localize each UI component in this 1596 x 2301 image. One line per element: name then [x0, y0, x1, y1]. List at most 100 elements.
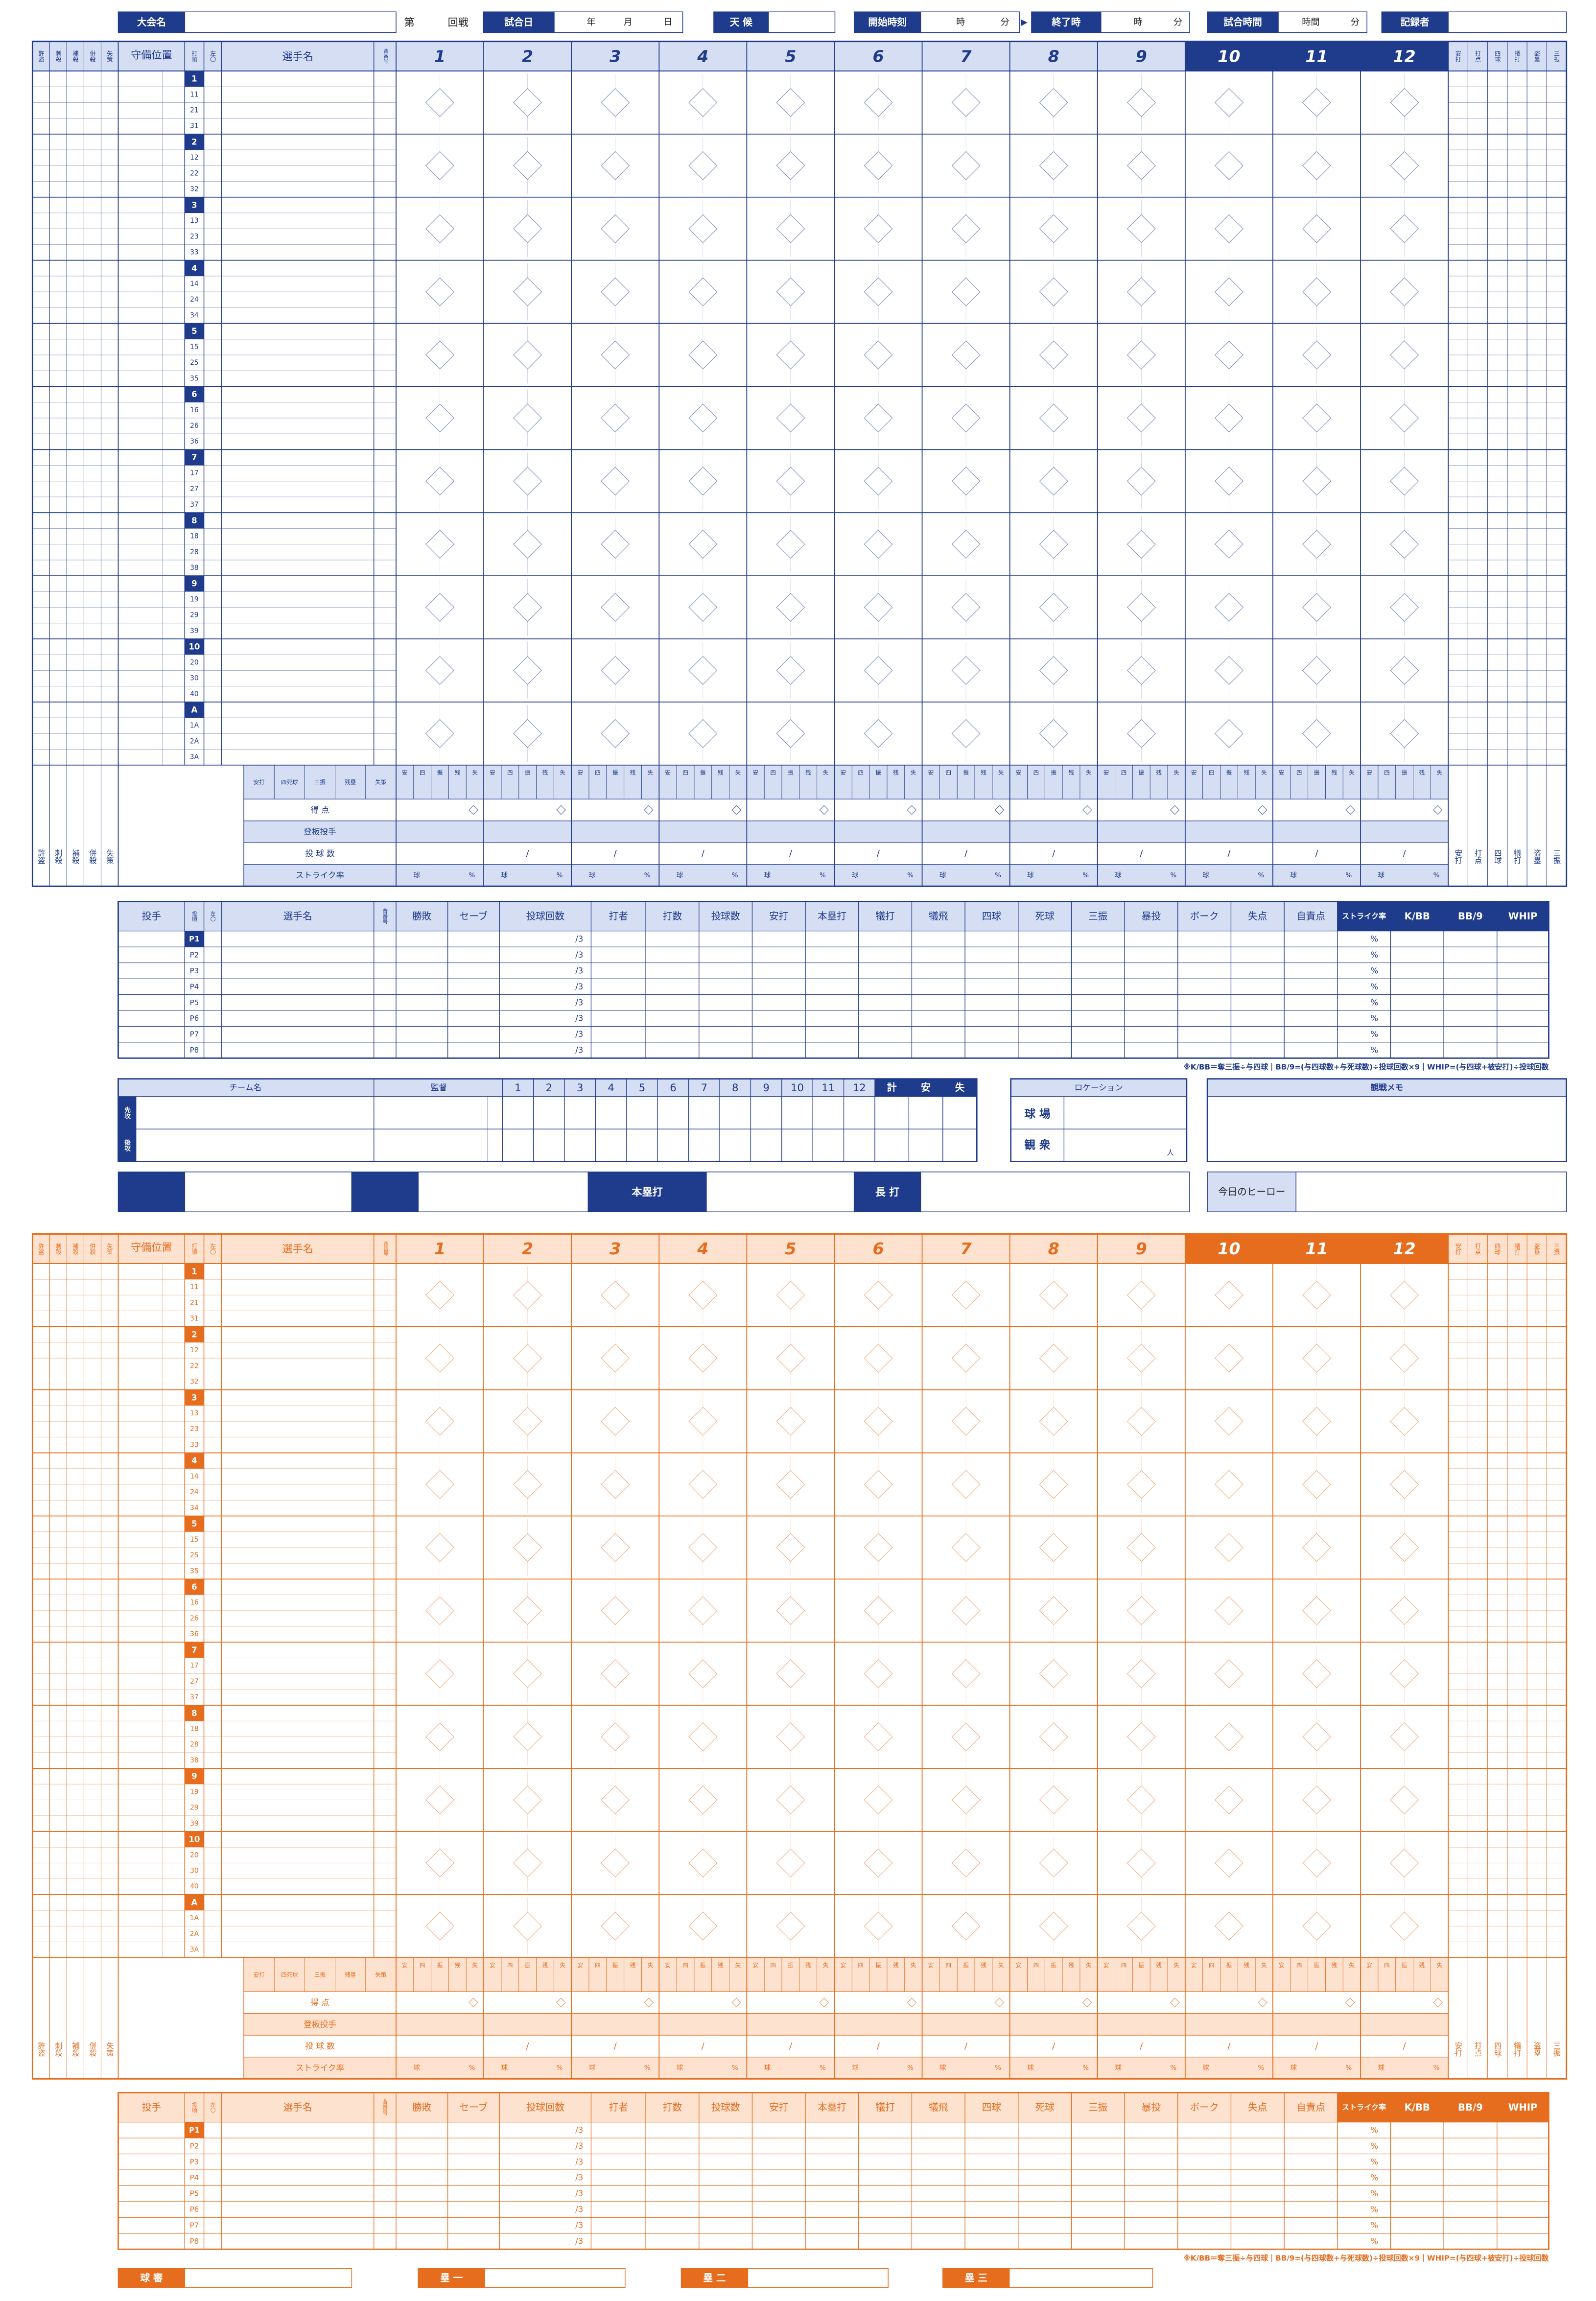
label: 四: [1033, 769, 1039, 776]
field-input: [184, 2268, 352, 2288]
label: WHIP: [1508, 2102, 1538, 2113]
diamond: [864, 1407, 893, 1436]
field-input: [1101, 11, 1190, 33]
diamond: [688, 1785, 718, 1815]
label: %: [469, 871, 475, 879]
label: /: [1403, 848, 1407, 859]
diamond: [1214, 1470, 1244, 1499]
label: 振: [875, 1962, 881, 1969]
label: 失: [911, 1962, 916, 1969]
label: 6: [191, 390, 197, 399]
mini-diamond: [819, 805, 829, 815]
field-input: [184, 11, 397, 33]
label: 試合日: [504, 17, 533, 28]
label: 4: [608, 1081, 614, 1094]
label: %: [557, 2064, 563, 2072]
field-label: [853, 11, 921, 33]
label: WHIP: [1508, 911, 1538, 922]
diamond: [1039, 403, 1068, 433]
inning-number: 3: [610, 1239, 621, 1258]
diamond: [1390, 214, 1419, 243]
label: 球: [413, 2064, 420, 2072]
diamond: [1127, 151, 1156, 180]
label: /3: [575, 2173, 583, 2183]
label: 四: [1296, 1962, 1302, 1969]
inning-number: 10: [1218, 1239, 1240, 1258]
mini-diamond: [644, 1997, 654, 2008]
label: 安: [665, 1962, 670, 1969]
label: /3: [575, 934, 583, 943]
label: P3: [190, 966, 199, 975]
label: 打者: [609, 2102, 628, 2113]
mini-diamond: [1082, 805, 1092, 815]
label: 安: [928, 769, 934, 776]
order-badge: [185, 1389, 204, 1406]
summary-band: [244, 2057, 1449, 2079]
label: 投手: [142, 2102, 161, 2113]
label: 28: [190, 548, 199, 556]
label: 28: [190, 1741, 199, 1749]
label: 2: [191, 137, 197, 146]
label: 振: [437, 769, 443, 776]
diamond: [513, 719, 542, 748]
label: 残塁: [345, 1971, 356, 1978]
mini-diamond: [731, 1997, 742, 2008]
diamond: [513, 88, 542, 117]
field-input: [1448, 11, 1567, 33]
label: 2: [191, 1330, 197, 1339]
diamond: [776, 467, 805, 496]
label: 守備位置: [131, 48, 172, 61]
label: 失: [998, 1962, 1004, 1969]
label: 残: [1244, 769, 1249, 776]
label: BB/9: [1458, 2102, 1483, 2113]
inning-number: 7: [961, 1239, 972, 1258]
label: 失点: [1248, 2102, 1267, 2113]
label: 失点: [1248, 911, 1267, 922]
diamond: [425, 530, 455, 559]
label: /: [789, 848, 793, 859]
label: K/BB: [1405, 2102, 1430, 2113]
label: 振: [1226, 1962, 1232, 1969]
label: チーム名: [229, 1083, 261, 1092]
diamond: [1214, 1722, 1244, 1752]
label: %: [995, 871, 1001, 879]
label: 振: [875, 769, 881, 776]
mini-diamond: [1433, 805, 1443, 815]
label: 7: [701, 1081, 707, 1094]
label: 球: [589, 2064, 596, 2072]
label: P5: [190, 998, 199, 1007]
label: /: [1140, 2041, 1143, 2051]
diamond: [1039, 467, 1068, 496]
label: 12: [190, 1346, 199, 1354]
diamond: [1302, 467, 1332, 496]
inning-header-dark: [1272, 41, 1361, 71]
label: 失策: [106, 49, 113, 62]
order-badge: [185, 70, 204, 87]
diamond: [425, 1596, 455, 1625]
diamond: [864, 719, 893, 748]
label: 失: [735, 1962, 741, 1969]
label: 13: [190, 217, 199, 225]
label: 四球: [1493, 849, 1502, 864]
label: 22: [190, 1362, 199, 1370]
label: 安: [577, 1962, 583, 1969]
label: 背番号: [382, 908, 388, 925]
label: 四: [946, 1962, 951, 1969]
diamond: [776, 1533, 805, 1562]
diamond: [601, 1470, 630, 1499]
diamond: [425, 151, 455, 180]
mini-diamond: [556, 1997, 566, 2008]
label: 38: [190, 564, 199, 572]
label: /: [1315, 2041, 1318, 2051]
label: %: [1082, 871, 1089, 879]
inning-number: 3: [610, 47, 621, 66]
field-input: [1278, 11, 1367, 33]
label: 残: [455, 769, 461, 776]
label: BB/9: [1458, 911, 1483, 922]
diamond: [951, 1722, 981, 1752]
diamond: [951, 530, 981, 559]
label: 振: [963, 769, 969, 776]
label: 勝敗: [412, 2102, 432, 2113]
diamond: [601, 1659, 630, 1689]
